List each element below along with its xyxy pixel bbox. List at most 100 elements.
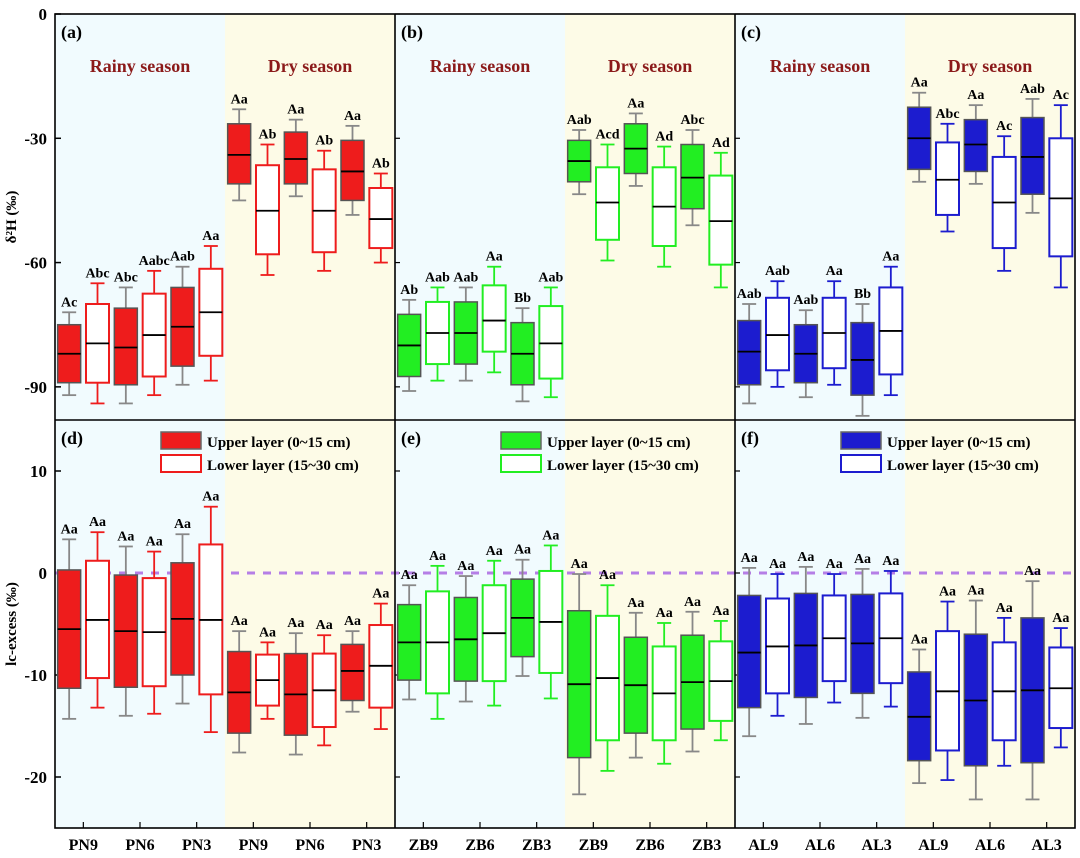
box-upper-layer (736, 319, 762, 386)
x-tick-label: AL3 (862, 837, 892, 854)
significance-letter: Aab (567, 113, 592, 128)
significance-letter: Aa (769, 557, 786, 572)
significance-letter: Aa (882, 250, 899, 265)
significance-letter: Aa (287, 103, 304, 118)
dry-season-background (565, 14, 735, 420)
significance-letter: Aa (996, 601, 1013, 616)
significance-letter: Aa (457, 559, 474, 574)
season-label-rainy: Rainy season (770, 56, 871, 76)
box-lower-layer (538, 305, 564, 380)
y-tick-label: -60 (24, 254, 47, 273)
x-tick-label: ZB3 (522, 837, 551, 854)
box-upper-layer (340, 139, 365, 202)
significance-letter: Aa (429, 549, 446, 564)
significance-letter: Aa (684, 595, 701, 610)
legend-swatch-lower (840, 454, 882, 473)
x-tick-label: PN6 (295, 837, 324, 854)
legend-swatch-lower (160, 454, 202, 473)
y-tick-label: -10 (24, 666, 47, 685)
panel-label: (b) (401, 22, 423, 43)
significance-letter: Aab (425, 270, 450, 285)
significance-letter: Aabc (139, 254, 170, 269)
significance-letter: Aa (344, 614, 361, 629)
x-tick-label: PN9 (69, 837, 98, 854)
y-tick-label: 10 (30, 462, 47, 481)
plot-frame (54, 13, 1076, 829)
y-tick-label: -90 (24, 378, 47, 397)
significance-letter: Ab (400, 283, 418, 298)
significance-letter: Aa (146, 535, 163, 550)
significance-letter: Aa (202, 229, 219, 244)
rainy-season-background (55, 14, 225, 420)
significance-letter: Aa (967, 584, 984, 599)
box-lower-layer (595, 166, 620, 241)
significance-letter: Abc (85, 266, 109, 281)
significance-letter: Aa (89, 515, 106, 530)
x-tick-label: AL6 (975, 837, 1005, 854)
box-upper-layer (963, 118, 989, 173)
box-upper-layer (226, 123, 252, 185)
significance-letter: Aa (316, 618, 333, 633)
significance-letter: Aa (231, 614, 248, 629)
significance-letter: Aa (882, 554, 899, 569)
legend-swatch-lower (500, 454, 542, 473)
significance-letter: Aa (571, 557, 588, 572)
box-upper-layer (340, 643, 365, 702)
significance-letter: Aa (967, 88, 984, 103)
season-label-dry: Dry season (608, 56, 693, 76)
rainy-season-background (55, 420, 225, 828)
dry-season-background (905, 14, 1075, 420)
significance-letter: Ac (1053, 88, 1069, 103)
significance-letter: Aab (737, 287, 762, 302)
box-upper-layer (850, 321, 875, 396)
season-label-rainy: Rainy season (430, 56, 531, 76)
significance-letter: Aa (542, 528, 559, 543)
x-tick-label: PN3 (182, 837, 211, 854)
significance-letter: Abc (680, 113, 704, 128)
x-tick-label: AL6 (805, 837, 835, 854)
x-tick-label: ZB6 (635, 837, 664, 854)
significance-letter: Abc (935, 107, 959, 122)
legend-swatch-upper (160, 431, 202, 450)
dry-season-background (905, 420, 1075, 828)
season-label-rainy: Rainy season (90, 56, 191, 76)
significance-letter: Aa (911, 76, 928, 91)
box-upper-layer (680, 143, 705, 210)
significance-letter: Aab (538, 270, 563, 285)
significance-letter: Aa (599, 568, 616, 583)
box-lower-layer (255, 164, 280, 256)
significance-letter: Aa (344, 109, 361, 124)
box-lower-layer (1048, 137, 1074, 258)
season-label-dry: Dry season (948, 56, 1033, 76)
legend-swatch-upper (840, 431, 882, 450)
rainy-season-background (735, 14, 905, 420)
significance-letter: Aa (797, 550, 814, 565)
significance-letter: Aa (372, 587, 389, 602)
significance-letter: Aa (401, 568, 418, 583)
dry-season-background (225, 14, 395, 420)
y-axis-label: δ²H (‰) (4, 191, 20, 244)
significance-letter: Ad (655, 130, 673, 145)
box-lower-layer (368, 187, 394, 250)
x-tick-label: PN9 (239, 837, 268, 854)
dry-season-background (565, 420, 735, 828)
significance-letter: Aa (486, 250, 503, 265)
panel-label: (a) (61, 22, 82, 43)
significance-letter: Ad (712, 136, 730, 151)
significance-letter: Aa (202, 490, 219, 505)
legend-label-lower: Lower layer (15~30 cm) (207, 458, 359, 474)
significance-letter: Acd (595, 128, 619, 143)
box-upper-layer (736, 594, 762, 709)
season-label-dry: Dry season (268, 56, 353, 76)
box-upper-layer (113, 307, 139, 386)
x-tick-label: ZB9 (579, 837, 608, 854)
significance-letter: Aa (712, 604, 729, 619)
rainy-season-background (735, 420, 905, 828)
significance-letter: Aa (627, 96, 644, 111)
rainy-season-background (395, 14, 565, 420)
significance-letter: Aa (826, 557, 843, 572)
significance-letter: Aab (765, 264, 790, 279)
box-lower-layer (765, 296, 790, 372)
significance-letter: Aa (911, 633, 928, 648)
